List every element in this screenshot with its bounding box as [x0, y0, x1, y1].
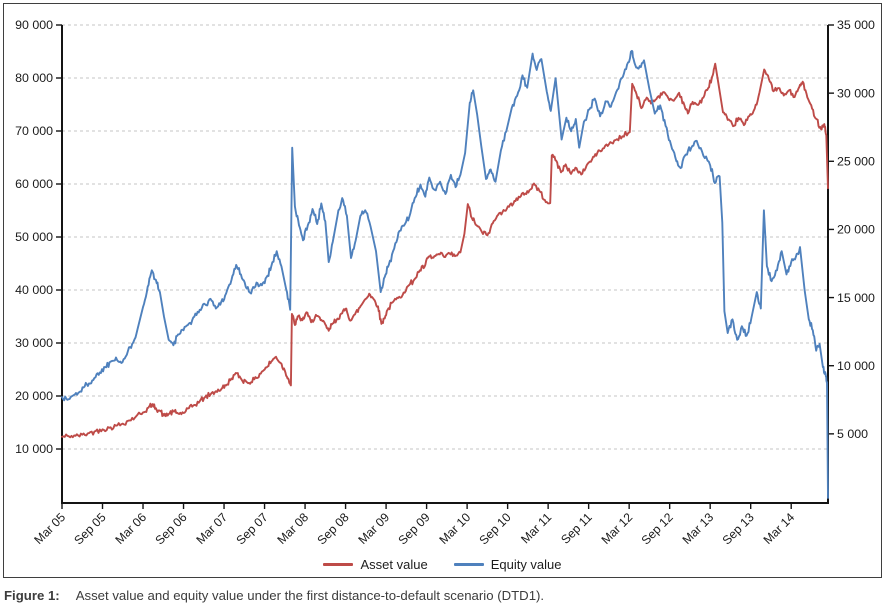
- x-axis-tick-label: Sep 13: [720, 510, 757, 547]
- right-axis-tick-label: 30 000: [837, 86, 875, 100]
- dual-axis-line-chart: 90 000 80 000 70 000 60 000 50 000 40 000 30 0…: [15, 18, 875, 547]
- right-axis-tick-label: 15 000: [837, 291, 875, 305]
- left-axis-tick-label: 70 000: [15, 124, 53, 138]
- x-axis-tick-label: Mar 08: [274, 510, 311, 547]
- figure-caption-text: Asset value and equity value under the f…: [75, 588, 545, 603]
- right-axis-tick-label: 20 000: [837, 223, 875, 237]
- x-axis-tick-label: Mar 09: [355, 510, 392, 547]
- left-axis-tick-label: 10 000: [15, 442, 53, 456]
- x-axis-tick-label: Sep 06: [152, 510, 189, 547]
- left-axis-tick-label: 30 000: [15, 336, 53, 350]
- right-axis-tick-label: 25 000: [837, 154, 875, 168]
- x-axis-tick-label: Mar 10: [437, 510, 474, 547]
- x-axis-tick-label: Sep 08: [314, 510, 351, 547]
- legend-item-equity-value: Equity value: [453, 557, 562, 572]
- figure-caption-label: Figure 1:: [4, 588, 60, 603]
- x-axis-tick-label: Mar 13: [680, 510, 717, 547]
- left-axis-tick-label: 80 000: [15, 71, 53, 85]
- equity-value-line: [61, 49, 829, 499]
- left-axis-tick-label: 90 000: [15, 18, 53, 32]
- x-axis-tick-label: Sep 10: [477, 510, 514, 547]
- x-axis-tick-label: Mar 07: [193, 510, 230, 547]
- legend-label-equity-value: Equity value: [490, 557, 562, 572]
- x-axis-tick-label: Sep 09: [395, 510, 432, 547]
- x-axis-tick-label: Mar 14: [761, 510, 798, 547]
- legend-item-asset-value: Asset value: [323, 557, 428, 572]
- x-axis-tick-label: Mar 05: [31, 510, 68, 547]
- x-axis-tick-label: Sep 07: [233, 510, 270, 547]
- right-axis-tick-label: 35 000: [837, 18, 875, 32]
- left-axis-tick-label: 20 000: [15, 389, 53, 403]
- x-axis-tick-label: Sep 11: [558, 510, 595, 547]
- right-axis-tick-label: 10 000: [837, 359, 875, 373]
- x-axis-tick-label: Mar 11: [518, 510, 554, 546]
- equity-value-line-swatch: [453, 563, 484, 566]
- x-axis-tick-label: Mar 06: [112, 510, 149, 547]
- legend-label-asset-value: Asset value: [360, 557, 428, 572]
- figure-caption: Figure 1: Asset value and equity value u…: [4, 588, 884, 603]
- asset-value-line: [61, 62, 829, 439]
- left-axis-tick-label: 40 000: [15, 283, 53, 297]
- asset-value-line-swatch: [323, 563, 354, 566]
- right-axis-tick-label: 5 000: [837, 427, 868, 441]
- figure-border-box: 90 000 80 000 70 000 60 000 50 000 40 000 30 0…: [3, 3, 882, 578]
- x-axis-tick-label: Sep 05: [71, 510, 108, 547]
- left-axis-tick-label: 50 000: [15, 230, 53, 244]
- x-axis-tick-label: Sep 12: [639, 510, 676, 547]
- left-axis-tick-label: 60 000: [15, 177, 53, 191]
- x-axis-tick-label: Mar 12: [599, 510, 636, 547]
- chart-legend: Asset value Equity value: [4, 557, 881, 572]
